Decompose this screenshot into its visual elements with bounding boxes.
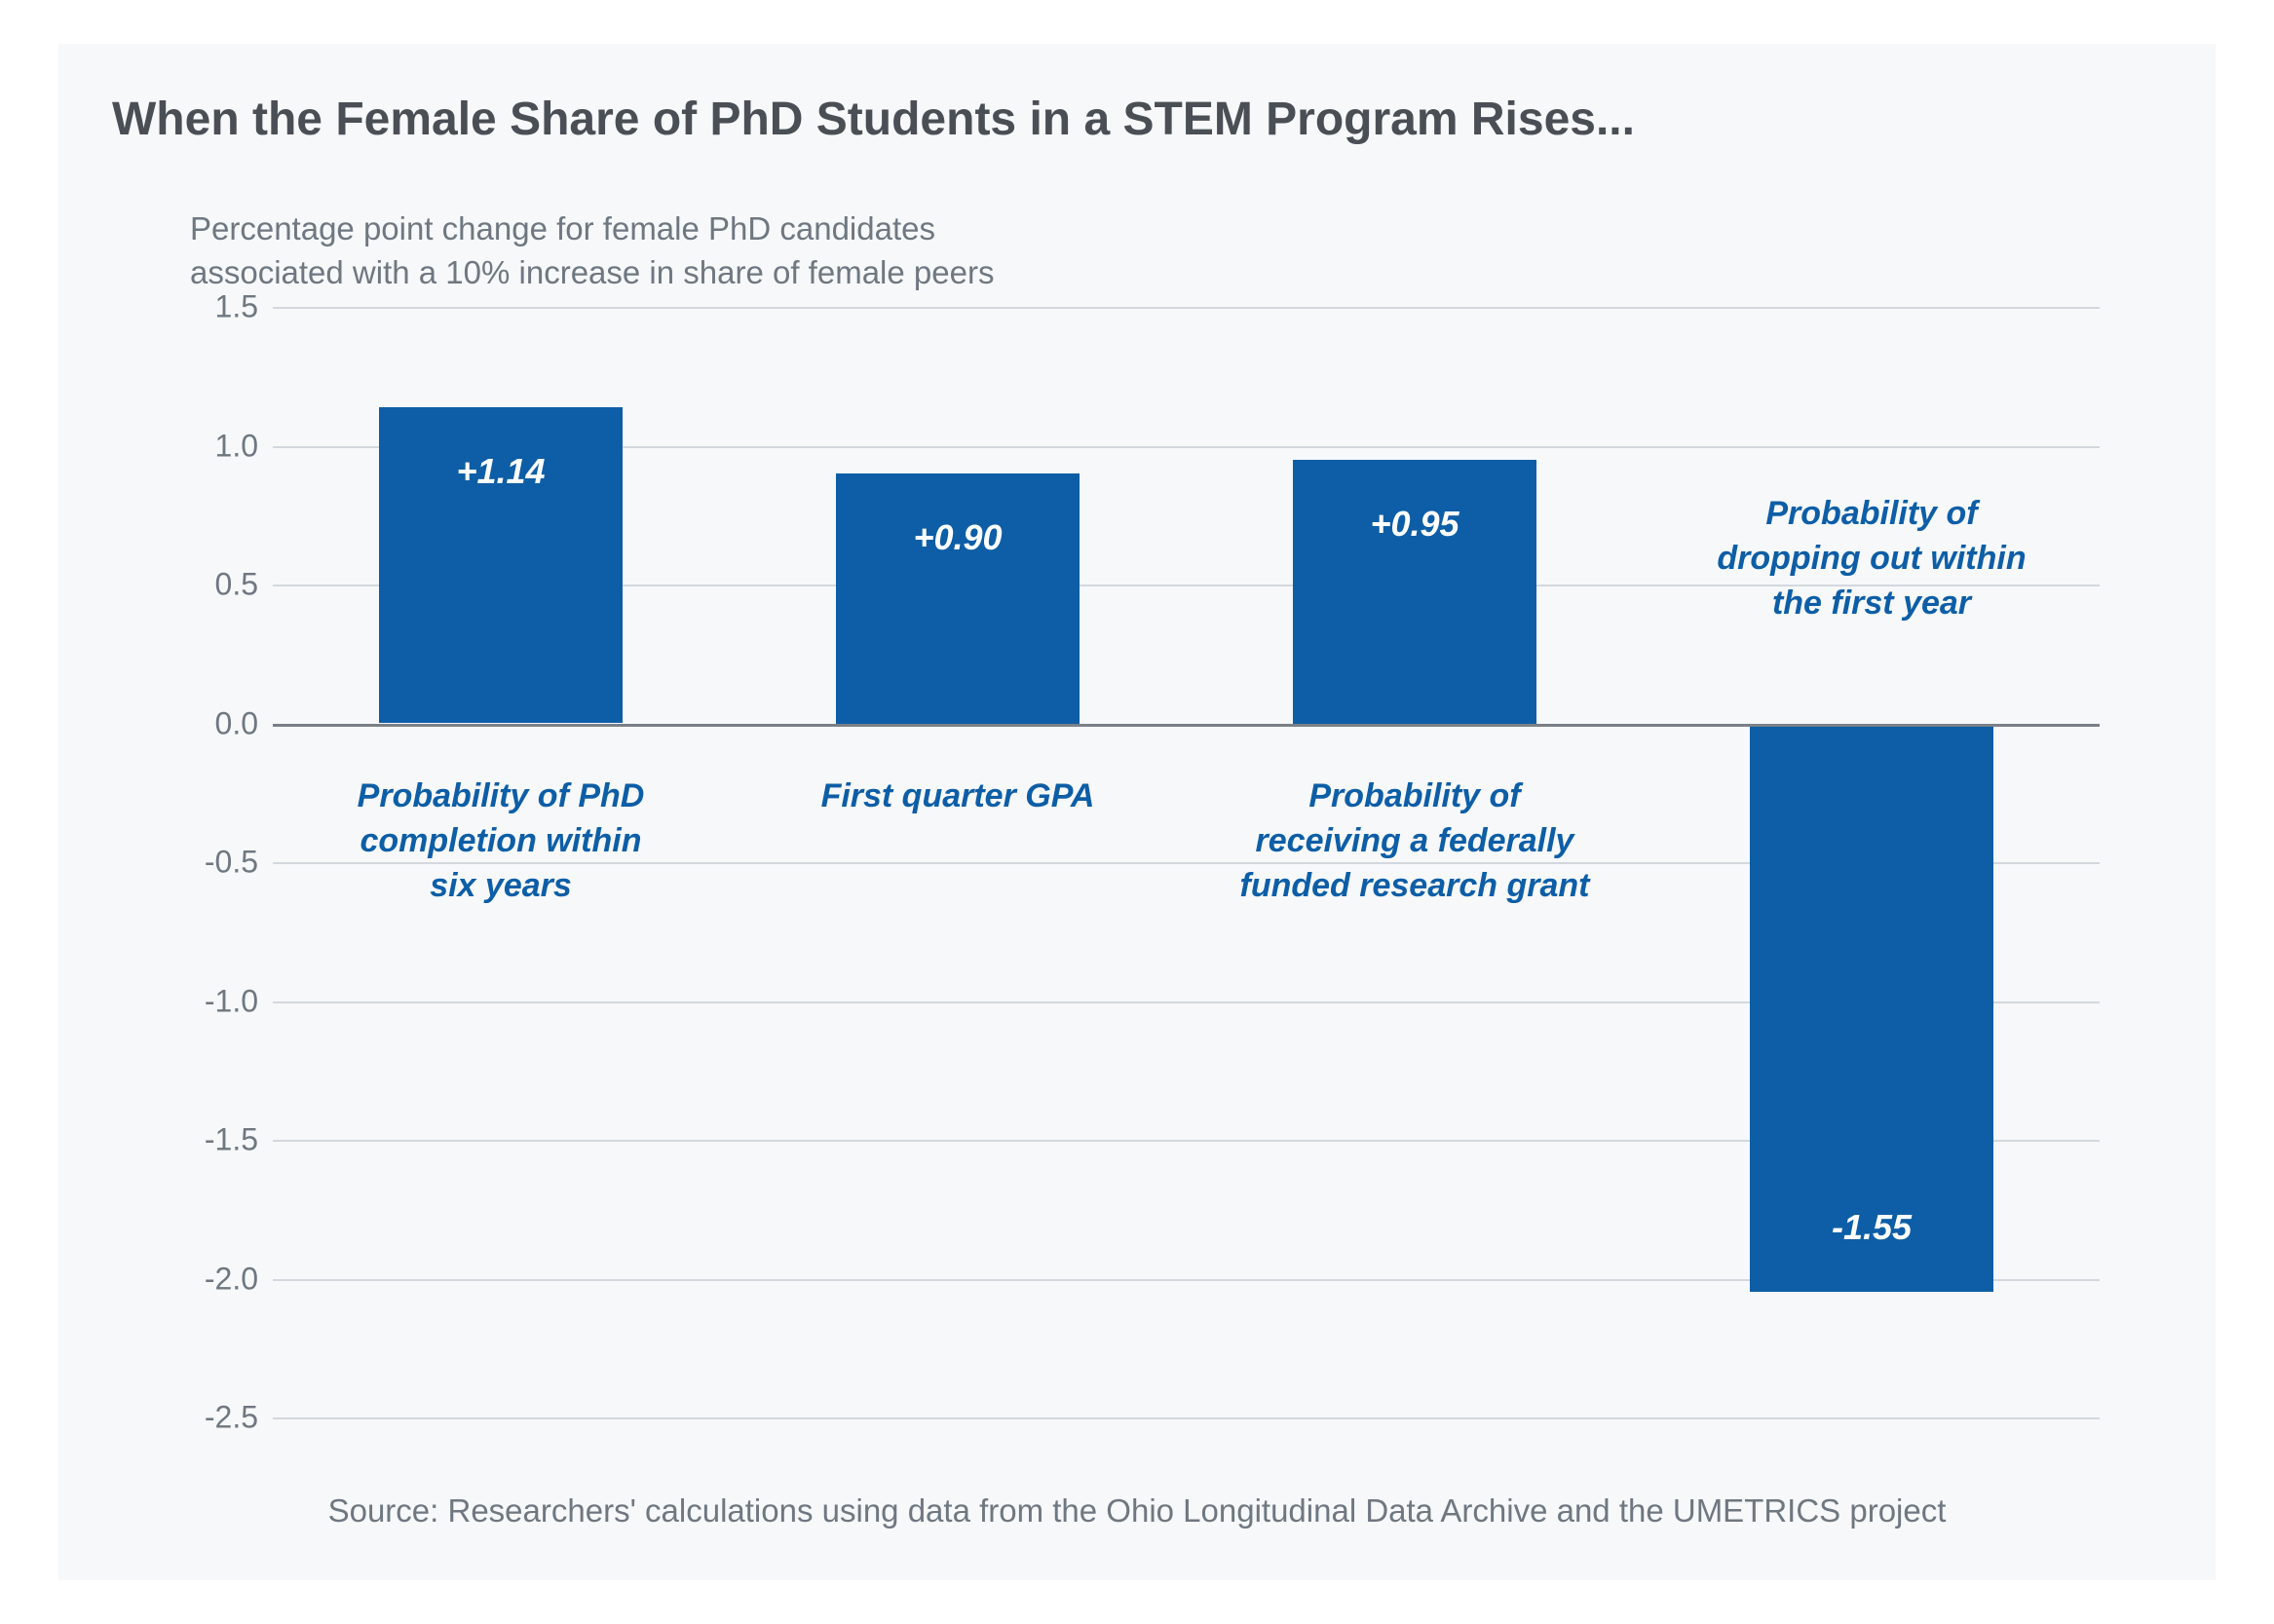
chart-container: When the Female Share of PhD Students in… (0, 0, 2274, 1624)
bar-category-label: Probability of dropping out within the f… (1667, 492, 2076, 626)
source-text: Source: Researchers' calculations using … (58, 1492, 2216, 1530)
y-tick-label: 1.0 (190, 428, 258, 464)
bar-value-label: -1.55 (1750, 1207, 1993, 1248)
bar-label-line: Probability of (1765, 495, 1977, 532)
bar-label-line: Probability of PhD (358, 777, 645, 814)
y-tick-label: 0.5 (190, 567, 258, 603)
bar-value-label: +1.14 (379, 451, 623, 492)
y-tick-label: -0.5 (190, 845, 258, 881)
chart-panel: When the Female Share of PhD Students in… (58, 44, 2216, 1580)
chart-subtitle: Percentage point change for female PhD c… (190, 208, 994, 294)
bar-category-label: First quarter GPA (763, 774, 1153, 819)
bar-value-label: +0.90 (836, 517, 1080, 558)
plot-area: 1.5 1.0 0.5 0.0 -0.5 -1.0 -1.5 -2.0 -2.5 (190, 307, 2100, 1417)
bar-dropping-out: -1.55 (1750, 727, 1993, 1293)
y-tick-label: 1.5 (190, 289, 258, 325)
bar-value-label: +0.95 (1293, 504, 1536, 545)
bar-label-line: dropping out within (1717, 540, 2026, 577)
bar-label-line: First quarter GPA (821, 777, 1095, 814)
bar-first-quarter-gpa: +0.90 (836, 473, 1080, 724)
bar-research-grant: +0.95 (1293, 460, 1536, 724)
bar-label-line: completion within (360, 822, 642, 859)
bar-label-line: the first year (1772, 585, 1971, 622)
bar-label-line: receiving a federally (1256, 822, 1574, 859)
chart-title: When the Female Share of PhD Students in… (112, 93, 1635, 146)
y-tick-label: -1.5 (190, 1122, 258, 1158)
bar-label-line: Probability of (1308, 777, 1520, 814)
bar-category-label: Probability of PhD completion within six… (306, 774, 696, 909)
y-tick-label: -1.0 (190, 983, 258, 1019)
bar-phd-completion: +1.14 (379, 407, 623, 724)
bar-label-line: funded research grant (1240, 867, 1590, 904)
gridline (273, 1417, 2100, 1419)
y-tick-label: 0.0 (190, 705, 258, 741)
subtitle-line-1: Percentage point change for female PhD c… (190, 210, 935, 246)
y-tick-label: -2.0 (190, 1261, 258, 1297)
subtitle-line-2: associated with a 10% increase in share … (190, 254, 994, 290)
y-tick-label: -2.5 (190, 1400, 258, 1436)
gridline (273, 307, 2100, 309)
bar-label-line: six years (430, 867, 572, 904)
bar-category-label: Probability of receiving a federally fun… (1200, 774, 1629, 909)
